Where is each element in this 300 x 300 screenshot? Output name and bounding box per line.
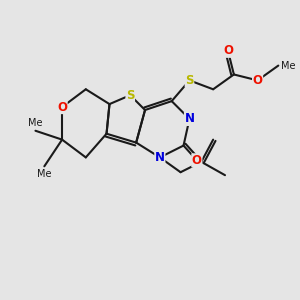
Text: S: S (126, 89, 134, 102)
Text: N: N (155, 151, 165, 164)
Text: O: O (223, 44, 233, 57)
Text: Me: Me (28, 118, 43, 128)
Text: Me: Me (281, 61, 296, 70)
Text: O: O (192, 154, 202, 167)
Text: N: N (184, 112, 194, 125)
Text: S: S (185, 74, 194, 87)
Text: O: O (57, 100, 67, 114)
Text: O: O (253, 74, 262, 87)
Text: Me: Me (37, 169, 52, 179)
